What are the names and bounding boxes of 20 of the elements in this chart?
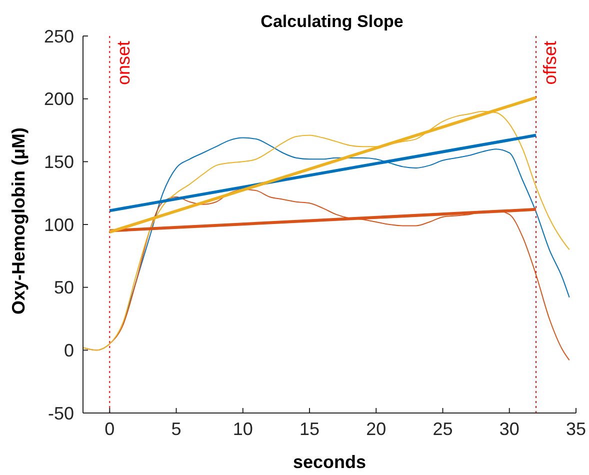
y-axis-title: Oxy-Hemoglobin (μM) <box>8 127 28 314</box>
x-tick-label: 35 <box>566 418 586 439</box>
x-tick-label: 10 <box>232 418 253 439</box>
y-tick-label: -50 <box>48 403 74 424</box>
ref-line-label: offset <box>540 41 560 85</box>
x-tick-label: 5 <box>171 418 182 439</box>
x-tick-label: 30 <box>499 418 520 439</box>
x-tick-label: 25 <box>432 418 453 439</box>
x-tick-label: 20 <box>366 418 386 439</box>
y-tick-label: 250 <box>44 26 74 46</box>
ref-line-label: onset <box>114 41 134 86</box>
y-tick-label: 200 <box>44 89 74 110</box>
x-tick-label: 0 <box>104 418 115 439</box>
x-tick-label: 15 <box>300 418 320 439</box>
y-tick-label: 150 <box>44 152 74 172</box>
chart-title: Calculating Slope <box>260 12 404 31</box>
y-tick-label: 50 <box>54 278 74 298</box>
y-tick-label: 0 <box>64 340 74 361</box>
x-axis-title: seconds <box>292 452 366 472</box>
y-tick-label: 100 <box>44 214 74 235</box>
